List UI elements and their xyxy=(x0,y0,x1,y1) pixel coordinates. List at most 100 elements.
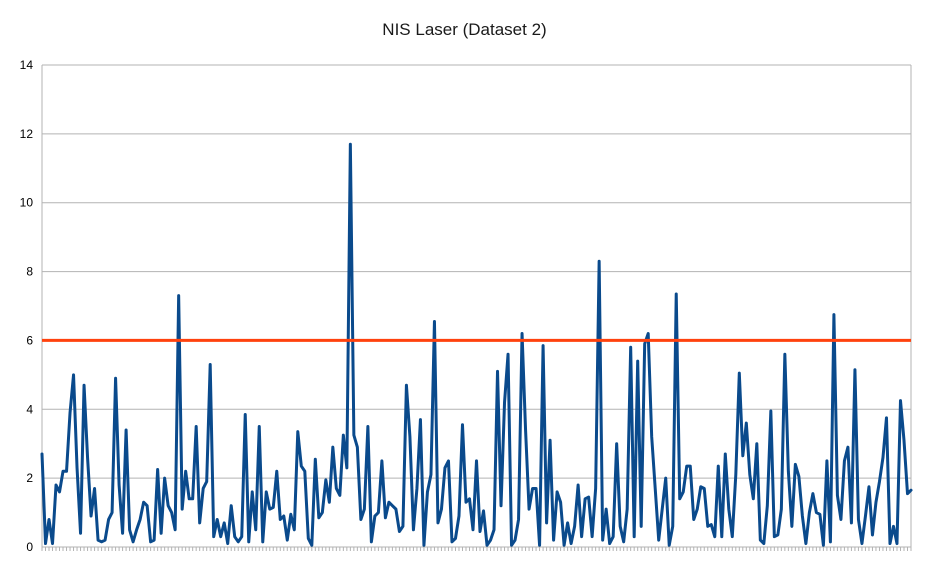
data-point xyxy=(48,518,50,520)
data-point xyxy=(528,508,530,510)
data-point xyxy=(798,475,800,477)
data-point xyxy=(52,543,54,545)
y-tick-label: 6 xyxy=(26,333,33,347)
y-tick-label: 0 xyxy=(26,540,33,554)
data-point xyxy=(73,374,75,376)
data-point xyxy=(871,534,873,536)
data-point xyxy=(693,518,695,520)
data-point xyxy=(143,501,145,503)
data-point xyxy=(805,543,807,545)
data-point xyxy=(139,518,141,520)
data-point xyxy=(843,460,845,462)
data-point xyxy=(83,384,85,386)
data-point xyxy=(521,333,523,335)
data-point xyxy=(784,353,786,355)
data-point xyxy=(486,544,488,546)
data-point xyxy=(721,536,723,538)
data-point xyxy=(132,541,134,543)
data-point xyxy=(174,529,176,531)
data-point xyxy=(644,343,646,345)
data-point xyxy=(255,529,257,531)
data-point xyxy=(104,539,106,541)
data-point xyxy=(623,541,625,543)
data-point xyxy=(885,417,887,419)
data-point xyxy=(160,532,162,534)
data-point xyxy=(353,434,355,436)
data-point xyxy=(500,505,502,507)
data-point xyxy=(213,536,215,538)
data-point xyxy=(237,541,239,543)
data-point xyxy=(328,501,330,503)
data-point xyxy=(405,384,407,386)
data-point xyxy=(447,460,449,462)
data-point xyxy=(69,412,71,414)
data-point xyxy=(311,544,313,546)
data-point xyxy=(223,522,225,524)
data-point xyxy=(216,518,218,520)
y-tick-label: 4 xyxy=(26,402,33,416)
data-point xyxy=(794,463,796,465)
data-point xyxy=(658,539,660,541)
data-point xyxy=(717,465,719,467)
data-point xyxy=(122,532,124,534)
data-point xyxy=(861,543,863,545)
series-layer xyxy=(40,142,913,547)
data-point xyxy=(801,515,803,517)
data-point xyxy=(286,539,288,541)
data-point xyxy=(230,505,232,507)
data-point xyxy=(686,465,688,467)
data-point xyxy=(97,539,99,541)
data-point xyxy=(700,486,702,488)
data-point xyxy=(164,477,166,479)
data-point xyxy=(766,505,768,507)
data-point xyxy=(391,505,393,507)
data-point xyxy=(335,487,337,489)
data-point xyxy=(868,486,870,488)
data-point xyxy=(108,518,110,520)
data-point xyxy=(181,508,183,510)
data-point xyxy=(707,525,709,527)
data-point xyxy=(461,424,463,426)
data-point xyxy=(850,522,852,524)
data-point xyxy=(325,479,327,481)
data-point xyxy=(363,508,365,510)
data-point xyxy=(90,515,92,517)
data-point xyxy=(483,510,485,512)
data-point xyxy=(279,518,281,520)
data-point xyxy=(518,518,520,520)
data-point xyxy=(857,518,859,520)
data-point xyxy=(514,539,516,541)
data-point xyxy=(269,508,271,510)
data-point xyxy=(791,525,793,527)
data-point xyxy=(339,494,341,496)
data-point xyxy=(640,525,642,527)
data-point xyxy=(195,426,197,428)
data-point xyxy=(171,512,173,514)
data-point xyxy=(388,501,390,503)
data-point xyxy=(647,333,649,335)
data-point xyxy=(293,529,295,531)
data-point xyxy=(332,446,334,448)
data-point xyxy=(654,487,656,489)
data-point xyxy=(41,453,43,455)
data-point xyxy=(882,456,884,458)
series-line xyxy=(40,142,913,547)
data-point xyxy=(356,446,358,448)
data-point xyxy=(300,465,302,467)
data-point xyxy=(465,501,467,503)
data-point xyxy=(367,426,369,428)
data-point xyxy=(412,529,414,531)
data-point xyxy=(896,543,898,545)
data-point xyxy=(349,143,351,145)
y-tick-label: 10 xyxy=(20,196,34,210)
data-point xyxy=(616,443,618,445)
data-point xyxy=(780,508,782,510)
y-tick-label: 14 xyxy=(20,58,34,72)
data-point xyxy=(94,487,96,489)
data-point xyxy=(297,431,299,433)
data-point xyxy=(80,532,82,534)
data-point xyxy=(714,536,716,538)
data-point xyxy=(370,541,372,543)
data-point xyxy=(206,481,208,483)
